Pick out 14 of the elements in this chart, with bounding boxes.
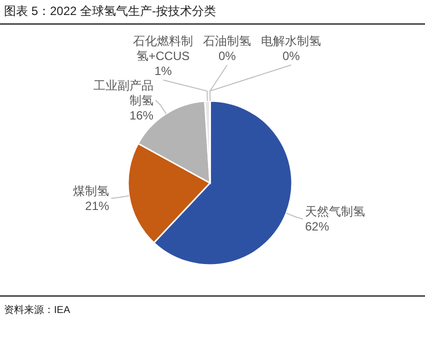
text: 0% [282,49,300,63]
data-label: 62% [305,220,330,234]
data-label: 1% [154,64,172,78]
slice-label: 工业副产品制氢 [93,78,154,108]
data-label: 16% [129,108,154,122]
text: 0% [218,49,236,63]
slice-label: 天然气制氢 [305,204,366,219]
category-label: 电解水制氢 [261,34,322,48]
chart-title: 图表 5：2022 全球氢气生产-按技术分类 [4,4,216,18]
category-label: 石油制氢 [203,34,252,48]
slice-label: 煤制氢 [73,184,110,198]
slice-label: 石化燃料制氢+CCUS [133,34,194,63]
text: 资料来源：IEA [4,304,70,316]
data-label: 21% [85,198,110,213]
